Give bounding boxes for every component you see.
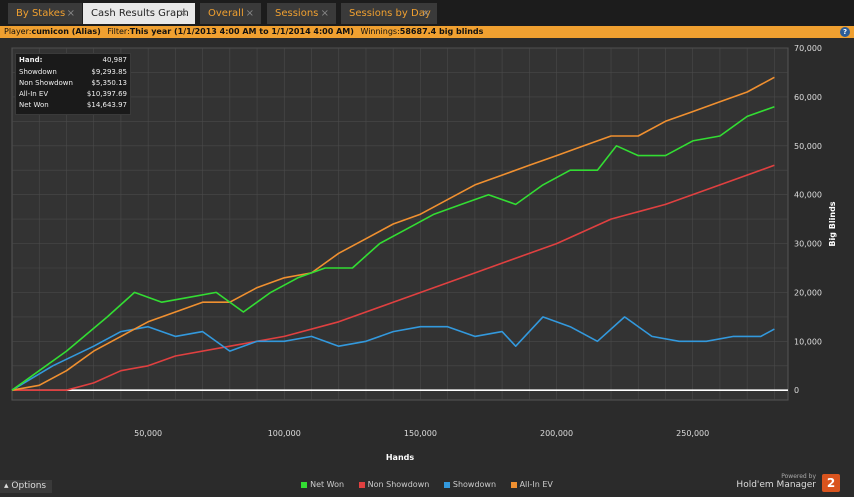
legend-item-all-in-ev[interactable]: All-In EV xyxy=(510,480,553,489)
close-icon[interactable]: × xyxy=(179,8,188,19)
filter-value: This year (1/1/2013 4:00 AM to 1/1/2014 … xyxy=(129,27,354,36)
tab-sessions-by-day[interactable]: Sessions by Day × xyxy=(341,3,438,24)
help-icon[interactable]: ? xyxy=(840,27,850,37)
legend-swatch xyxy=(443,481,450,488)
tab-bar: By Stakes × Cash Results Graph × Overall × … xyxy=(0,0,854,26)
chart-legend: Net Won Non Showdown Showdown All-In EV xyxy=(0,480,854,492)
legend-label: Non Showdown xyxy=(367,480,430,489)
filter-label: Filter: xyxy=(107,27,130,36)
tab-label: Cash Results Graph xyxy=(91,8,189,19)
legend-label: Showdown xyxy=(452,480,497,489)
stat-row-non-showdown: Non Showdown $5,350.13 xyxy=(19,79,127,90)
legend-label: All-In EV xyxy=(519,480,553,489)
stat-label: Showdown xyxy=(19,68,57,76)
player-label: Player: xyxy=(4,27,32,36)
player-value: cumicon (Alias) xyxy=(31,27,101,36)
close-icon[interactable]: × xyxy=(66,8,75,19)
stats-box: Hand: 40,987 Showdown $9,293.85 Non Showdo… xyxy=(15,53,131,115)
stat-row-showdown: Showdown $9,293.85 xyxy=(19,68,127,79)
stat-label: Net Won xyxy=(19,101,49,109)
tab-by-stakes[interactable]: By Stakes × xyxy=(8,3,83,24)
tab-cash-results-graph[interactable]: Cash Results Graph × xyxy=(83,3,196,24)
stat-label: Hand: xyxy=(19,56,43,64)
stat-label: All-In EV xyxy=(19,90,49,98)
stat-value: $14,643.97 xyxy=(86,101,127,109)
stat-value: $9,293.85 xyxy=(91,68,127,76)
stat-value: $5,350.13 xyxy=(91,79,127,87)
legend-swatch xyxy=(358,481,365,488)
close-icon[interactable]: × xyxy=(320,8,329,19)
winnings-label: Winnings: xyxy=(360,27,400,36)
tab-label: Overall xyxy=(208,8,244,19)
brand-name: Hold'em Manager xyxy=(736,480,816,490)
tab-label: Sessions xyxy=(275,8,319,19)
filter-info-bar: Player:cumicon (Alias) Filter:This year … xyxy=(0,26,854,38)
close-icon[interactable]: × xyxy=(245,8,254,19)
chevron-up-icon: ▴ xyxy=(4,481,12,491)
stat-value: $10,397.69 xyxy=(86,90,127,98)
options-button[interactable]: ▴ Options xyxy=(0,480,52,493)
tab-overall[interactable]: Overall × xyxy=(200,3,262,24)
stat-row-all-in-ev: All-In EV $10,397.69 xyxy=(19,90,127,101)
legend-swatch xyxy=(510,481,517,488)
powered-by-text: Powered by xyxy=(781,473,816,480)
stat-value: 40,987 xyxy=(102,56,128,64)
tab-label: By Stakes xyxy=(16,8,66,19)
legend-label: Net Won xyxy=(310,480,345,489)
legend-item-showdown[interactable]: Showdown xyxy=(443,480,497,489)
winnings-value: 58687.4 big blinds xyxy=(399,27,484,36)
legend-item-net-won[interactable]: Net Won xyxy=(301,480,344,489)
stat-row-hands: Hand: 40,987 xyxy=(19,56,127,67)
stat-label: Non Showdown xyxy=(19,79,73,87)
legend-swatch xyxy=(301,481,308,488)
close-icon[interactable]: × xyxy=(421,8,430,19)
brand-logo: Powered by Hold'em Manager 2 xyxy=(728,472,848,494)
stat-row-net-won: Net Won $14,643.97 xyxy=(19,101,127,112)
legend-item-non-showdown[interactable]: Non Showdown xyxy=(358,480,430,489)
tab-sessions[interactable]: Sessions × xyxy=(267,3,337,24)
options-label: Options xyxy=(11,481,47,491)
brand-logo-icon: 2 xyxy=(822,474,840,492)
tab-label: Sessions by Day xyxy=(349,8,431,19)
